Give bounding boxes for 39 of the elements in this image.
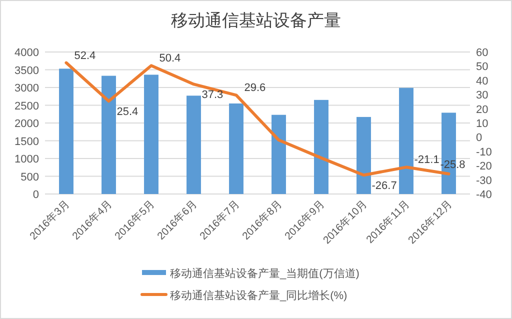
y-tick-label: 2000 xyxy=(14,118,39,130)
y-tick-label: 2500 xyxy=(14,100,39,112)
legend-label: 移动通信基站设备产量_当期值(万信道) xyxy=(170,267,360,280)
y2-tick-label: 40 xyxy=(476,75,488,88)
y2-tick-label: 60 xyxy=(476,47,488,59)
y-tick-label: 3000 xyxy=(14,82,39,94)
y2-tick-label: -20 xyxy=(476,160,492,173)
data-label: 29.6 xyxy=(244,82,266,94)
y-tick-label: 1000 xyxy=(14,154,39,166)
bar xyxy=(186,96,201,194)
bar xyxy=(314,100,328,194)
bar xyxy=(59,68,74,194)
y-tick-label: 4000 xyxy=(14,47,39,59)
data-label: 25.4 xyxy=(116,106,138,118)
y2-tick-label: -40 xyxy=(476,189,492,201)
y-tick-label: 3500 xyxy=(14,64,39,77)
bar xyxy=(102,76,116,194)
data-label: -26.7 xyxy=(372,180,397,192)
y-tick-label: 0 xyxy=(32,189,39,201)
y-tick-label: 1500 xyxy=(14,136,39,148)
data-label: 37.3 xyxy=(202,89,224,102)
bar xyxy=(144,74,158,194)
data-label: 50.4 xyxy=(159,52,181,65)
legend-label: 移动通信基站设备产量_同比增长(%) xyxy=(170,289,348,302)
y2-tick-label: -10 xyxy=(476,146,492,158)
y2-tick-label: 50 xyxy=(476,61,488,74)
data-label: -21.1 xyxy=(414,154,440,166)
y2-tick-label: 0 xyxy=(476,132,482,144)
bar xyxy=(272,114,286,194)
y-tick-label: 500 xyxy=(20,171,39,184)
y2-tick-label: 30 xyxy=(476,90,488,102)
y2-tick-label: 10 xyxy=(476,118,488,130)
chart-title: 移动通信基站设备产量 xyxy=(171,11,341,30)
bar xyxy=(356,116,371,194)
bar xyxy=(399,88,414,194)
y2-tick-label: -30 xyxy=(476,174,492,187)
data-label: 52.4 xyxy=(74,50,96,62)
y2-tick-label: 20 xyxy=(476,104,488,116)
bar xyxy=(229,103,244,194)
